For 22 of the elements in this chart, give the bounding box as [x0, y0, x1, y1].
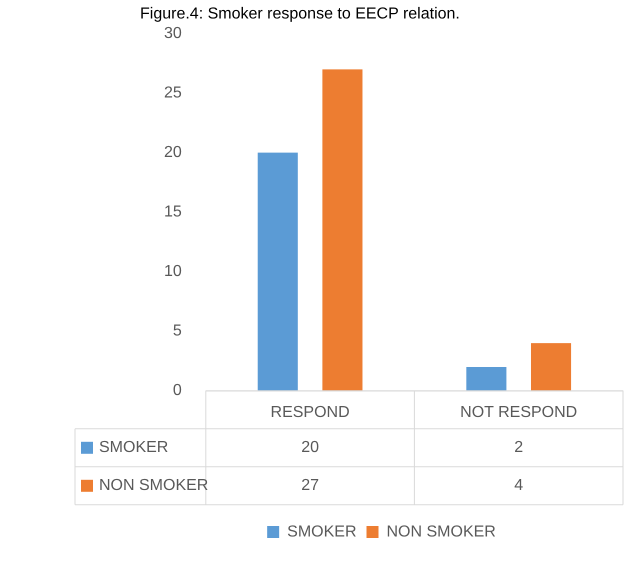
x-tick-label: NOT RESPOND [460, 404, 578, 421]
text: NON SMOKER [99, 477, 208, 494]
text: SMOKER [287, 523, 356, 540]
y-tick-label: 10 [164, 263, 182, 280]
data-label: 27 [301, 477, 320, 494]
y-tick-label: 0 [172, 382, 182, 400]
legend-label: NON SMOKER [386, 523, 496, 540]
data-label: 20 [301, 439, 320, 456]
bar [322, 69, 362, 391]
bar [466, 366, 506, 391]
x-tick-label: RESPOND [270, 404, 350, 421]
y-tick-label: 25 [164, 84, 182, 102]
y-tick-label: 20 [164, 144, 182, 162]
data-label: 4 [514, 477, 524, 494]
legend-label: SMOKER [99, 439, 168, 456]
y-tick-label: 5 [172, 322, 182, 340]
bar [530, 343, 572, 391]
y-tick-label: 15 [164, 204, 182, 221]
data-label: 2 [514, 439, 524, 456]
bar [258, 152, 298, 391]
chart-title: Figure.4: Smoker response to EECP relation. [140, 5, 460, 22]
y-tick-label: 30 [164, 25, 182, 42]
